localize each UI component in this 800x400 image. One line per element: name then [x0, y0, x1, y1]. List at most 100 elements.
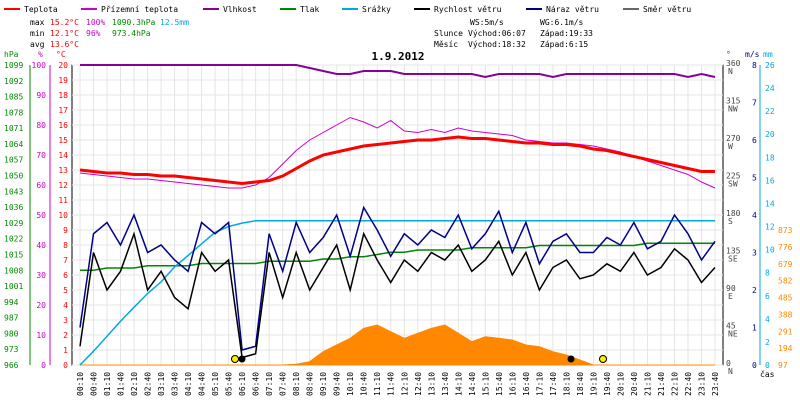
x-tick-31: 15:40 [495, 372, 504, 396]
dir-tick-4: 180 [726, 209, 741, 218]
sol-tick-4: 485 [778, 294, 793, 303]
stats-min-temp: 12.1°C [50, 29, 79, 38]
ms-tick-5: 3 [752, 249, 757, 258]
x-axis: 00:10 00:40 01:10 01:40 02:10 02:40 03:10 03:40… [76, 372, 720, 396]
dir-dir-7: NE [728, 330, 738, 339]
x-tick-43: 21:40 [657, 372, 666, 396]
x-tick-36: 18:10 [562, 372, 571, 396]
x-tick-47: 23:40 [711, 372, 720, 396]
pct-tick-2: 80 [36, 121, 46, 130]
mm-tick-4: 18 [765, 153, 775, 162]
stats-max-temp: 15.2°C [50, 18, 79, 27]
legend-label-5: Rychlost větru [434, 5, 502, 14]
x-tick-13: 06:40 [252, 372, 261, 396]
mm-tick-7: 12 [765, 223, 775, 232]
x-tick-38: 19:10 [589, 372, 598, 396]
hpa-tick-18: 973 [4, 345, 19, 354]
sun-rise: Východ:06:07 [468, 29, 526, 38]
sol-tick-3: 582 [778, 277, 793, 286]
x-tick-44: 22:10 [670, 372, 679, 396]
dir-tick-8: 0 [726, 359, 731, 368]
pct-tick-1: 90 [36, 91, 46, 100]
hpa-tick-14: 1001 [4, 282, 23, 291]
axes: 1099109210851078107110641057105010431036… [4, 59, 793, 376]
dir-tick-5: 135 [726, 247, 741, 256]
solar-area [80, 324, 715, 366]
ms-tick-1: 7 [752, 99, 757, 108]
mm-tick-5: 16 [765, 176, 775, 185]
degc-tick-19: 1 [63, 346, 68, 355]
hpa-tick-16: 987 [4, 314, 19, 323]
x-tick-0: 00:10 [76, 372, 85, 396]
sun-label: Slunce [434, 29, 463, 38]
x-tick-8: 04:10 [184, 372, 193, 396]
hpa-tick-13: 1008 [4, 266, 23, 275]
pct-tick-7: 30 [36, 271, 46, 280]
x-tick-26: 13:10 [427, 372, 436, 396]
x-tick-12: 06:10 [238, 372, 247, 396]
mm-tick-3: 20 [765, 130, 775, 139]
mm-tick-8: 10 [765, 246, 775, 255]
stats-max-rain: 12.5mm [160, 18, 189, 27]
x-tick-18: 09:10 [319, 372, 328, 396]
x-tick-7: 03:40 [171, 372, 180, 396]
mm-tick-1: 24 [765, 84, 775, 93]
pct-tick-9: 10 [36, 331, 46, 340]
pct-tick-3: 70 [36, 151, 46, 160]
x-tick-28: 14:10 [454, 372, 463, 396]
mm-tick-10: 6 [765, 292, 770, 301]
mm-tick-11: 4 [765, 315, 770, 324]
hpa-tick-7: 1050 [4, 172, 23, 181]
legend-label-2: Vlhkost [223, 5, 257, 14]
x-tick-40: 20:10 [616, 372, 625, 396]
dir-dir-5: SE [728, 255, 738, 264]
x-tick-6: 03:10 [157, 372, 166, 396]
x-tick-37: 18:40 [576, 372, 585, 396]
hpa-tick-1: 1092 [4, 77, 23, 86]
info-block: WS:5m/s WG:6.1m/s Slunce Východ:06:07 Zá… [434, 18, 593, 49]
wind-gust-line [79, 205, 716, 351]
sol-tick-8: 97 [778, 361, 788, 370]
stats-max-label: max [30, 18, 45, 27]
sol-tick-1: 776 [778, 243, 793, 252]
legend-label-4: Srážky [362, 5, 391, 14]
hpa-tick-2: 1085 [4, 93, 23, 102]
degc-tick-15: 5 [63, 286, 68, 295]
mm-tick-2: 22 [765, 107, 775, 116]
x-tick-34: 17:10 [535, 372, 544, 396]
legend-label-1: Přízemní teplota [101, 5, 178, 14]
pct-tick-6: 40 [36, 241, 46, 250]
x-tick-27: 13:40 [441, 372, 450, 396]
hpa-tick-0: 1099 [4, 61, 23, 70]
pct-tick-10: 0 [41, 361, 46, 370]
sol-tick-5: 388 [778, 310, 793, 319]
hpa-tick-12: 1015 [4, 250, 23, 259]
mm-tick-9: 8 [765, 269, 770, 278]
x-tick-24: 12:10 [400, 372, 409, 396]
x-tick-1: 00:40 [90, 372, 99, 396]
ms-tick-0: 8 [752, 61, 757, 70]
wg-readout: WG:6.1m/s [540, 18, 584, 27]
moonrise-marker [567, 355, 575, 363]
dir-dir-8: N [728, 367, 733, 376]
moon-rise: Východ:18:32 [468, 40, 526, 49]
x-tick-32: 16:10 [508, 372, 517, 396]
dir-tick-6: 90 [726, 284, 736, 293]
stats-avg-label: avg [30, 40, 45, 49]
x-tick-29: 14:40 [468, 372, 477, 396]
legend-label-3: Tlak [300, 5, 319, 14]
hpa-tick-19: 966 [4, 361, 19, 370]
hpa-tick-5: 1064 [4, 140, 23, 149]
x-tick-17: 08:40 [306, 372, 315, 396]
degc-tick-13: 7 [63, 256, 68, 265]
degc-tick-16: 4 [63, 301, 68, 310]
x-tick-45: 22:40 [684, 372, 693, 396]
stats-min-hum: 96% [86, 29, 101, 38]
hpa-tick-17: 980 [4, 329, 19, 338]
degc-tick-3: 17 [58, 106, 68, 115]
axis-unit-mm: mm [763, 50, 773, 59]
x-tick-16: 08:10 [292, 372, 301, 396]
x-tick-15: 07:40 [279, 372, 288, 396]
x-tick-11: 05:40 [225, 372, 234, 396]
